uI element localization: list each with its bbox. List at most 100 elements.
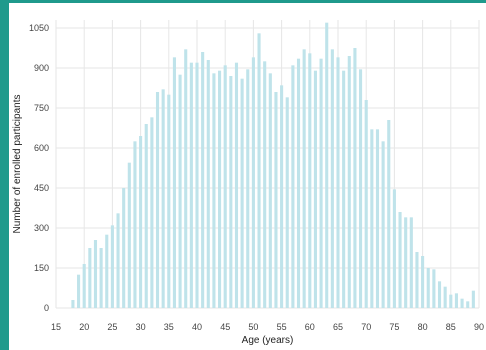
bar xyxy=(364,100,368,308)
bar xyxy=(421,256,425,308)
bar xyxy=(99,248,103,308)
x-tick-labels: 15 20 25 30 35 40 45 50 55 60 65 70 75 80 85 90 xyxy=(51,322,484,332)
x-tick-label: 45 xyxy=(220,322,230,332)
bar xyxy=(398,212,402,308)
bar xyxy=(139,136,143,308)
bar xyxy=(110,225,114,308)
bar xyxy=(71,300,75,308)
y-tick-label: 0 xyxy=(44,303,49,313)
bar xyxy=(437,281,442,308)
bar xyxy=(313,70,317,309)
bar xyxy=(116,213,120,308)
bar xyxy=(454,293,458,308)
bar xyxy=(105,234,109,308)
bar xyxy=(330,49,334,308)
bar xyxy=(409,217,413,308)
x-tick-label: 80 xyxy=(418,322,428,332)
y-tick-labels: 0 150 300 450 600 750 900 1050 xyxy=(29,23,49,313)
bar xyxy=(167,94,171,309)
bar xyxy=(342,70,346,309)
chart-panel: 0 150 300 450 600 750 900 1050 15 20 25 30 35 40 45 50… xyxy=(9,3,486,350)
x-tick-label: 85 xyxy=(446,322,456,332)
bar xyxy=(392,189,396,308)
bar xyxy=(93,240,98,308)
bar xyxy=(268,73,272,308)
bar xyxy=(88,248,92,308)
bar xyxy=(150,117,154,308)
bar xyxy=(296,58,301,308)
bar xyxy=(133,141,137,308)
bar xyxy=(274,92,278,308)
bar xyxy=(201,52,205,308)
bar xyxy=(155,92,160,308)
y-tick-label: 600 xyxy=(34,143,49,153)
bar xyxy=(144,124,148,308)
bar xyxy=(172,57,176,309)
bar xyxy=(302,49,306,308)
bar xyxy=(375,129,380,308)
bar xyxy=(426,268,430,308)
y-tick-label: 450 xyxy=(34,183,49,193)
bar xyxy=(404,217,408,308)
bar xyxy=(325,22,329,309)
bar xyxy=(234,62,239,308)
x-tick-label: 70 xyxy=(361,322,371,332)
x-tick-label: 75 xyxy=(389,322,399,332)
x-tick-label: 65 xyxy=(333,322,343,332)
bar xyxy=(161,89,165,308)
bar xyxy=(195,62,199,308)
bar xyxy=(251,57,255,309)
bar xyxy=(229,76,233,308)
x-tick-label: 30 xyxy=(136,322,146,332)
bar xyxy=(449,294,453,308)
bar xyxy=(347,56,351,308)
bar xyxy=(122,188,126,308)
bar-series xyxy=(71,22,475,309)
bar xyxy=(415,252,419,308)
bar xyxy=(466,301,470,308)
x-tick-label: 20 xyxy=(79,322,89,332)
bar xyxy=(291,65,295,308)
x-axis-title: Age (years) xyxy=(242,335,294,346)
bar xyxy=(336,57,340,309)
bar xyxy=(353,48,357,308)
y-axis-title: Number of enrolled participants xyxy=(12,95,23,234)
x-tick-label: 25 xyxy=(107,322,117,332)
bar xyxy=(77,274,81,308)
x-tick-label: 90 xyxy=(474,322,484,332)
bar xyxy=(82,264,86,308)
bar xyxy=(471,290,475,308)
bar xyxy=(387,120,391,308)
bar xyxy=(206,60,210,308)
bar xyxy=(218,70,222,309)
y-tick-label: 750 xyxy=(34,103,49,113)
y-tick-label: 900 xyxy=(34,63,49,73)
x-tick-label: 35 xyxy=(164,322,174,332)
bar xyxy=(223,65,227,308)
bar xyxy=(240,78,244,309)
bar xyxy=(319,58,323,308)
bar xyxy=(184,49,188,308)
x-tick-label: 40 xyxy=(192,322,202,332)
bar xyxy=(359,69,363,308)
y-tick-label: 1050 xyxy=(29,23,49,33)
bar xyxy=(308,53,312,309)
bar xyxy=(443,286,447,308)
bar xyxy=(189,62,193,308)
bar xyxy=(370,129,374,308)
x-tick-label: 55 xyxy=(277,322,287,332)
bar xyxy=(285,97,289,308)
bar xyxy=(280,85,284,308)
x-tick-label: 60 xyxy=(305,322,315,332)
bar xyxy=(178,74,182,309)
bar xyxy=(432,269,436,308)
x-tick-label: 15 xyxy=(51,322,61,332)
bar xyxy=(257,33,261,308)
y-tick-label: 150 xyxy=(34,263,49,273)
x-tick-label: 50 xyxy=(248,322,258,332)
bar xyxy=(246,69,250,308)
y-tick-label: 300 xyxy=(34,223,49,233)
bar-chart: 0 150 300 450 600 750 900 1050 15 20 25 30 35 40 45 50… xyxy=(12,20,484,346)
bar xyxy=(212,73,216,308)
bar xyxy=(263,61,267,309)
